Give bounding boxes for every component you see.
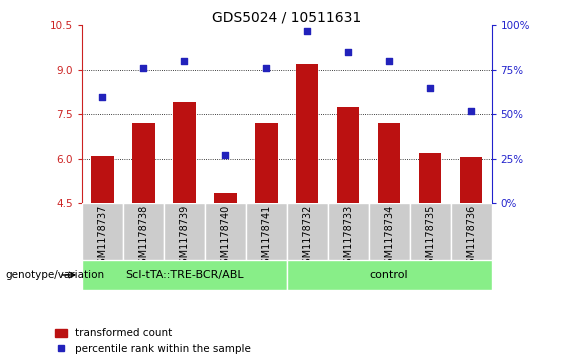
Legend: transformed count, percentile rank within the sample: transformed count, percentile rank withi… bbox=[50, 324, 255, 358]
Text: GSM1178740: GSM1178740 bbox=[220, 205, 231, 270]
Bar bbox=[410, 203, 451, 260]
Bar bbox=[378, 123, 401, 203]
Bar bbox=[328, 203, 369, 260]
Text: control: control bbox=[370, 270, 408, 280]
Text: GSM1178735: GSM1178735 bbox=[425, 205, 435, 270]
Bar bbox=[451, 203, 492, 260]
Text: GSM1178737: GSM1178737 bbox=[97, 205, 107, 270]
Bar bbox=[164, 203, 205, 260]
Bar bbox=[296, 64, 319, 203]
Bar bbox=[419, 153, 441, 203]
Bar bbox=[214, 193, 237, 203]
Bar bbox=[123, 203, 164, 260]
Point bbox=[180, 58, 189, 64]
Bar bbox=[255, 123, 277, 203]
Bar bbox=[132, 123, 155, 203]
Bar bbox=[82, 203, 123, 260]
Point bbox=[262, 65, 271, 71]
Text: GSM1178736: GSM1178736 bbox=[466, 205, 476, 270]
Point bbox=[385, 58, 394, 64]
Text: GSM1178733: GSM1178733 bbox=[343, 205, 353, 270]
Text: genotype/variation: genotype/variation bbox=[6, 270, 105, 280]
Bar bbox=[246, 203, 287, 260]
Bar bbox=[460, 157, 483, 203]
Point bbox=[303, 28, 312, 34]
Point bbox=[344, 49, 353, 55]
Bar bbox=[287, 203, 328, 260]
Bar bbox=[173, 102, 195, 203]
Text: GSM1178739: GSM1178739 bbox=[179, 205, 189, 270]
Text: GSM1178738: GSM1178738 bbox=[138, 205, 149, 270]
Point bbox=[221, 152, 230, 158]
Point bbox=[98, 94, 107, 99]
Bar bbox=[82, 260, 287, 290]
Title: GDS5024 / 10511631: GDS5024 / 10511631 bbox=[212, 10, 362, 24]
Text: GSM1178741: GSM1178741 bbox=[261, 205, 271, 270]
Bar bbox=[369, 203, 410, 260]
Bar bbox=[337, 107, 359, 203]
Point bbox=[467, 108, 476, 114]
Point bbox=[139, 65, 148, 71]
Text: GSM1178734: GSM1178734 bbox=[384, 205, 394, 270]
Bar bbox=[287, 260, 492, 290]
Bar bbox=[91, 156, 114, 203]
Bar bbox=[205, 203, 246, 260]
Text: ScI-tTA::TRE-BCR/ABL: ScI-tTA::TRE-BCR/ABL bbox=[125, 270, 244, 280]
Point bbox=[425, 85, 434, 90]
Text: GSM1178732: GSM1178732 bbox=[302, 205, 312, 270]
